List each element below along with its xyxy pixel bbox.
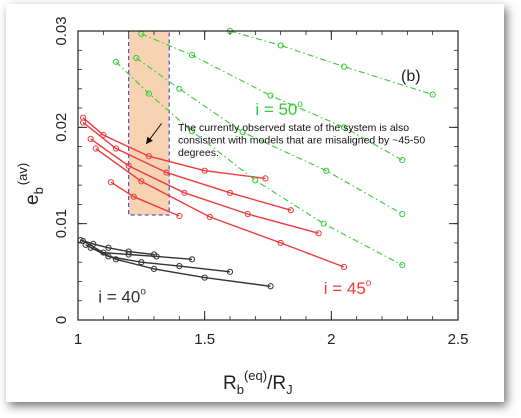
data-point-i45-6-4 — [315, 230, 322, 237]
data-point-i45-6-2 — [181, 189, 188, 196]
data-point-i40-1-0 — [82, 241, 89, 248]
data-point-i40-2-4 — [267, 283, 274, 290]
data-point-i45-7-0 — [92, 145, 99, 152]
data-point-i40-1-2 — [138, 259, 145, 266]
data-point-i45-7-2 — [206, 213, 213, 221]
data-point-i40-3-3 — [125, 248, 132, 255]
data-point-i50-11-1 — [188, 51, 196, 59]
series-line-i45-5 — [82, 121, 291, 211]
data-point-i50-9-4 — [320, 220, 327, 227]
data-point-i45-5-3 — [226, 189, 234, 196]
data-point-i50-12-1 — [277, 42, 284, 49]
inclination-label-i45: i = 45o — [324, 278, 372, 298]
data-point-i50-9-1 — [145, 90, 153, 97]
series-line-i40-0 — [82, 240, 193, 260]
x-tick-label-1: 1.5 — [194, 331, 215, 348]
x-tick-label-0: 1 — [74, 331, 82, 348]
data-point-i50-10-0 — [133, 54, 140, 62]
data-point-i45-8-0 — [107, 179, 115, 186]
data-point-i45-5-0 — [79, 119, 87, 126]
data-point-i45-8-1 — [130, 193, 137, 200]
series-line-i45-8 — [110, 181, 180, 217]
data-point-i45-4-1 — [100, 131, 107, 139]
y-tick-label-0: 0 — [53, 316, 70, 324]
data-point-i45-4-3 — [201, 167, 208, 174]
x-tick-label-3: 2.5 — [448, 331, 469, 348]
y-tick-label-3: 0.03 — [53, 16, 70, 45]
data-point-i50-10-3 — [323, 167, 330, 174]
data-point-i50-12-2 — [340, 63, 348, 70]
data-point-i45-7-3 — [277, 239, 284, 247]
data-point-i40-1-3 — [176, 262, 183, 270]
annotation-text: The currently observed state of the syst… — [178, 122, 428, 159]
data-point-i45-7-4 — [340, 263, 348, 271]
data-point-i40-0-4 — [188, 256, 196, 263]
y-tick-label-2: 0.02 — [53, 113, 70, 142]
highlight-box — [128, 30, 170, 216]
data-point-i45-6-1 — [125, 162, 132, 169]
data-point-i45-6-0 — [87, 135, 94, 142]
y-axis-label: eb(av) — [15, 163, 46, 205]
inclination-label-i50: i = 50o — [255, 99, 303, 119]
data-point-i45-6-3 — [244, 210, 251, 218]
data-point-i45-7-1 — [138, 178, 145, 185]
data-point-i40-3-1 — [90, 240, 97, 247]
data-point-i45-8-2 — [176, 212, 183, 220]
data-point-i40-0-1 — [100, 249, 107, 256]
data-point-i45-5-4 — [287, 207, 294, 214]
svg-text:eb(av): eb(av) — [15, 163, 46, 205]
data-point-i40-0-2 — [125, 251, 132, 258]
data-point-i50-9-5 — [399, 261, 406, 269]
inclination-label-i40: i = 40o — [98, 287, 146, 307]
x-tick-label-2: 2 — [327, 331, 335, 348]
data-point-i50-10-4 — [399, 210, 406, 218]
data-point-i40-3-4 — [150, 251, 158, 258]
data-point-i50-11-3 — [340, 124, 348, 131]
series-line-i45-7 — [95, 147, 345, 268]
data-point-i50-12-3 — [429, 91, 436, 98]
series-line-i40-2 — [90, 247, 271, 287]
data-point-i40-1-1 — [105, 253, 112, 260]
data-point-i40-2-2 — [150, 265, 158, 273]
data-point-i50-9-2 — [188, 128, 196, 135]
data-point-i50-10-2 — [239, 129, 246, 136]
series-line-i50-11 — [141, 33, 403, 161]
data-point-i45-4-2 — [145, 153, 153, 160]
figure-frame — [6, 4, 504, 402]
data-point-i45-4-4 — [262, 175, 269, 182]
data-point-i40-2-3 — [201, 274, 208, 281]
data-point-i50-9-3 — [252, 177, 259, 184]
series-line-i40-3 — [80, 239, 155, 256]
data-point-i40-3-2 — [105, 244, 112, 251]
data-point-i40-1-4 — [226, 268, 234, 275]
data-point-i50-10-1 — [176, 85, 183, 92]
data-point-i50-9-0 — [112, 58, 120, 65]
data-point-i45-5-1 — [112, 145, 120, 152]
data-point-i40-2-1 — [112, 256, 120, 263]
series-line-i50-12 — [229, 30, 433, 96]
panel-label: (b) — [401, 68, 421, 85]
data-point-i50-11-2 — [267, 92, 274, 99]
x-axis-label: Rb(eq)/RJ — [223, 368, 293, 397]
annotation-arrow — [145, 123, 162, 145]
y-tick-label-1: 0.01 — [53, 209, 70, 238]
series-line-i45-4 — [82, 117, 266, 180]
series-line-i45-6 — [90, 138, 319, 234]
data-point-i50-11-4 — [399, 156, 406, 164]
data-point-i45-5-2 — [163, 169, 170, 176]
plot-area-frame — [77, 30, 459, 321]
